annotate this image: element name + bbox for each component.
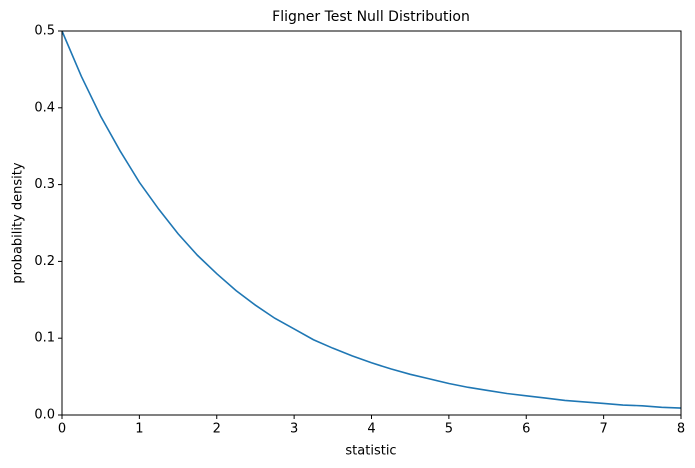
y-tick-label: 0.3 bbox=[34, 177, 55, 192]
x-tick-label: 1 bbox=[135, 422, 143, 437]
chart-title: Fligner Test Null Distribution bbox=[272, 9, 470, 25]
y-tick-label: 0.1 bbox=[34, 331, 55, 346]
y-tick-label: 0.0 bbox=[34, 408, 55, 423]
plot-frame bbox=[61, 30, 682, 416]
x-tick-label: 6 bbox=[522, 422, 530, 437]
x-tick-label: 4 bbox=[367, 422, 375, 437]
y-tick-label: 0.4 bbox=[34, 100, 55, 115]
line-series bbox=[61, 30, 682, 409]
x-axis-label: statistic bbox=[345, 444, 396, 459]
y-axis-label: probability density bbox=[11, 162, 26, 283]
y-tick-label: 0.2 bbox=[34, 254, 55, 269]
y-tick-label: 0.5 bbox=[34, 24, 55, 39]
x-tick-label: 7 bbox=[599, 422, 607, 437]
x-tick-label: 0 bbox=[58, 422, 66, 437]
x-tick-label: 3 bbox=[290, 422, 298, 437]
x-tick-label: 8 bbox=[677, 422, 685, 437]
x-tick-label: 2 bbox=[213, 422, 221, 437]
x-tick-label: 5 bbox=[445, 422, 453, 437]
